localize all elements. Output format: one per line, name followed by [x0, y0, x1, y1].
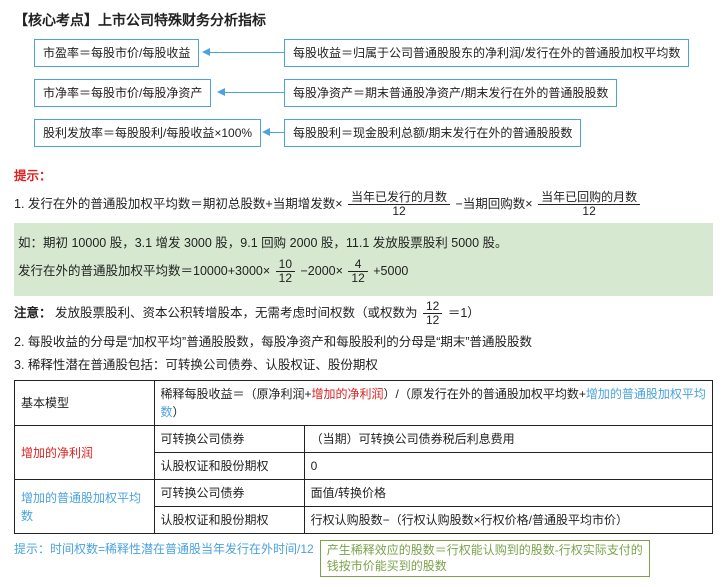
f1-frac2-den: 12 [538, 205, 640, 218]
arrow-3 [269, 132, 284, 133]
g2-mid: −2000× [301, 264, 343, 278]
g2-pre: 发行在外的普通股加权平均数＝10000+3000× [18, 264, 270, 278]
formula-1: 1. 发行在外的普通股加权平均数＝期初总股数+当期增发数× 当年已发行的月数 1… [14, 191, 713, 218]
box-left-3: 股利发放率＝每股股利/每股收益×100% [34, 119, 261, 147]
box-left-2: 市净率＝每股市价/每股净资产 [34, 79, 211, 107]
arrow-2 [224, 92, 284, 93]
line-2: 2. 每股收益的分母是“加权平均”普通股股数，每股净资产和每股股利的分母是“期末… [14, 333, 713, 352]
f1-frac2-num: 当年已回购的月数 [538, 191, 640, 205]
diagram: 市盈率＝每股市价/每股收益 市净率＝每股市价/每股净资产 股利发放率＝每股股利/… [14, 39, 713, 161]
line-3: 3. 稀释性潜在普通股包括：可转换公司债券、认股权证、股份期权 [14, 356, 713, 375]
cell-formula: 稀释每股收益＝（原净利润+增加的净利润）/（原发行在外的普通股加权平均数+增加的… [154, 381, 713, 426]
footer-box-l1: 产生稀释效应的股数＝行权能认购到的股数-行权实际支付的 [327, 543, 643, 559]
model-table: 基本模型 稀释每股收益＝（原净利润+增加的净利润）/（原发行在外的普通股加权平均… [14, 380, 713, 534]
footer-tip: 提示：时间权数=稀释性潜在普通股当年发行在外时间/12 [14, 540, 314, 558]
footer: 提示：时间权数=稀释性潜在普通股当年发行在外时间/12 产生稀释效应的股数＝行权… [14, 540, 713, 577]
g2f2d: 12 [348, 272, 367, 285]
note-label: 注意： [14, 306, 52, 320]
table-row: 增加的净利润 可转换公司债券 （当期）可转换公司债券税后利息费用 [15, 426, 713, 453]
t1c: ）/（原发行在外的普通股加权平均数+ [384, 387, 586, 401]
cell-inc-shares: 增加的普通股加权平均数 [15, 480, 155, 534]
cell: （当期）可转换公司债券税后利息费用 [304, 426, 712, 453]
page-title: 【核心考点】上市公司特殊财务分析指标 [14, 10, 713, 31]
arrow-head-2 [217, 88, 225, 96]
cell: 可转换公司债券 [154, 426, 304, 453]
cell: 认股权证和股份期权 [154, 507, 304, 534]
note-a: 发放股票股利、资本公积转增股本，无需考虑时间权数（或权数为 [55, 306, 418, 320]
cell-inc-profit: 增加的净利润 [15, 426, 155, 480]
footer-box-l2: 钱按市价能买到的股数 [327, 559, 643, 575]
cell: 可转换公司债券 [154, 480, 304, 507]
f1-frac1-den: 12 [348, 205, 450, 218]
box-right-2: 每股净资产＝期末普通股净资产/期末发行在外的普通股股数 [284, 79, 617, 107]
g2-tail: +5000 [373, 264, 408, 278]
g2-frac1: 10 12 [276, 258, 295, 285]
g2f1n: 10 [276, 258, 295, 272]
box-left-1: 市盈率＝每股市价/每股收益 [34, 39, 199, 67]
note-row: 注意： 发放股票股利、资本公积转增股本，无需考虑时间权数（或权数为 12 12 … [14, 300, 713, 327]
table-row: 基本模型 稀释每股收益＝（原净利润+增加的净利润）/（原发行在外的普通股加权平均… [15, 381, 713, 426]
example-band: 如：期初 10000 股，3.1 增发 3000 股，9.1 回购 2000 股… [14, 223, 713, 296]
f1-frac1-num: 当年已发行的月数 [348, 191, 450, 205]
f1-frac1: 当年已发行的月数 12 [348, 191, 450, 218]
tip-label: 提示： [14, 167, 713, 186]
t1a: 稀释每股收益＝（原净利润+ [161, 387, 312, 401]
note-b: ＝1） [448, 306, 480, 320]
nf-d: 12 [423, 314, 442, 327]
arrow-1 [209, 52, 284, 53]
table-row: 增加的普通股加权平均数 可转换公司债券 面值/转换价格 [15, 480, 713, 507]
footer-box: 产生稀释效应的股数＝行权能认购到的股数-行权实际支付的 钱按市价能买到的股数 [320, 540, 650, 577]
t1b: 增加的净利润 [312, 387, 384, 401]
cell: 0 [304, 453, 712, 480]
box-right-1: 每股收益＝归属于公司普通股股东的净利润/发行在外的普通股加权平均数 [284, 39, 689, 67]
t1e: ） [173, 405, 185, 419]
cell: 行权认购股数−（行权认购股数×行权价格/普通股平均市价） [304, 507, 712, 534]
g2f1d: 12 [276, 272, 295, 285]
f1-pre: 1. 发行在外的普通股加权平均数＝期初总股数+当期增发数× [14, 197, 343, 211]
g2f2n: 4 [348, 258, 367, 272]
arrow-head-3 [262, 128, 270, 136]
nf-n: 12 [423, 300, 442, 314]
box-right-3: 每股股利＝现金股利总额/期末发行在外的普通股股数 [284, 119, 581, 147]
f1-mid: −当期回购数× [455, 197, 532, 211]
g2-frac2: 4 12 [348, 258, 367, 285]
f1-frac2: 当年已回购的月数 12 [538, 191, 640, 218]
cell: 面值/转换价格 [304, 480, 712, 507]
arrow-head-1 [202, 48, 210, 56]
cell: 认股权证和股份期权 [154, 453, 304, 480]
green-l2: 发行在外的普通股加权平均数＝10000+3000× 10 12 −2000× 4… [18, 258, 709, 285]
cell-basic: 基本模型 [15, 381, 155, 426]
note-frac: 12 12 [423, 300, 442, 327]
green-l1: 如：期初 10000 股，3.1 增发 3000 股，9.1 回购 2000 股… [18, 234, 709, 253]
